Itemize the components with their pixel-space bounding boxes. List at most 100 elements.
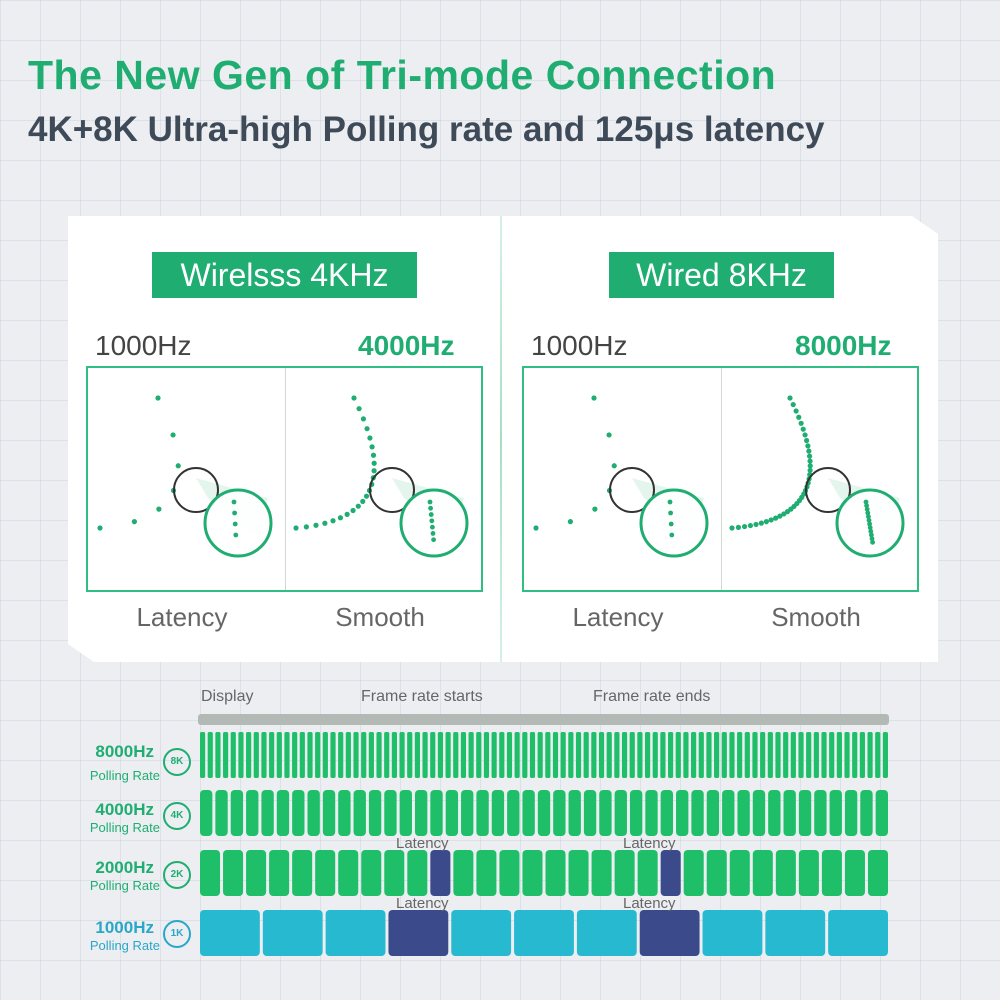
polling-bar — [483, 732, 490, 778]
polling-bar — [322, 732, 328, 778]
polling-bar — [621, 732, 628, 778]
polling-bar — [246, 850, 267, 896]
polling-bar — [852, 732, 858, 778]
polling-bar — [645, 790, 658, 836]
row-1000-name: 1000Hz — [95, 918, 154, 937]
polling-bar — [422, 732, 428, 778]
polling-bar — [737, 732, 743, 778]
row-1000-sub: Polling Rate — [89, 938, 160, 953]
polling-bar — [867, 850, 888, 896]
trajectory-dot — [806, 448, 812, 454]
8k-badge-icon: 8K — [163, 748, 191, 776]
polling-bar — [399, 732, 405, 778]
zoomed-dot — [863, 499, 869, 505]
row-2000-name: 2000Hz — [95, 858, 154, 877]
zoomed-dot — [864, 503, 869, 509]
polling-bar — [767, 732, 773, 778]
polling-bar — [875, 732, 881, 778]
4k-badge-icon: 4K — [163, 802, 191, 830]
row-2000-bars — [200, 850, 890, 896]
trajectory-dot — [351, 395, 357, 401]
zoomed-dot — [429, 518, 435, 524]
polling-bar — [514, 910, 574, 956]
polling-bar — [246, 790, 259, 836]
polling-bar — [867, 732, 873, 778]
polling-bar — [691, 732, 697, 778]
trajectory-dot — [807, 467, 813, 473]
polling-bar — [545, 732, 551, 778]
polling-bar — [698, 732, 704, 778]
polling-bar — [262, 910, 323, 956]
polling-bar — [775, 850, 796, 896]
polling-bar — [261, 732, 267, 778]
polling-bar — [200, 790, 213, 836]
polling-bar — [568, 732, 574, 778]
polling-bar — [269, 732, 275, 778]
trajectory-dot — [800, 426, 806, 432]
trajectory-dot — [371, 468, 377, 474]
polling-bar — [560, 732, 566, 778]
trajectory-dot — [371, 460, 377, 466]
trajectory-dot — [611, 463, 617, 469]
zoomed-dot — [667, 499, 673, 505]
trajectory-dot — [781, 511, 787, 517]
row-4000-sub: Polling Rate — [89, 820, 160, 835]
polling-bar — [614, 790, 627, 836]
frame-start-label: Frame rate starts — [361, 688, 483, 705]
polling-bar — [253, 732, 259, 778]
polling-bar — [261, 790, 274, 836]
polling-bar — [284, 732, 290, 778]
zoomed-dot — [870, 539, 875, 545]
wireless-high-rate: 4000Hz — [358, 330, 455, 361]
polling-bar — [414, 732, 420, 778]
polling-bar — [246, 732, 252, 778]
polling-bar — [744, 732, 750, 778]
wired-latency-caption: Latency — [572, 602, 664, 632]
polling-bar — [223, 732, 229, 778]
zoomed-dot — [430, 524, 435, 530]
wireless-low-rate: 1000Hz — [95, 330, 192, 361]
trajectory-dot — [729, 525, 735, 531]
trajectory-dot — [370, 452, 377, 458]
trajectory-dot — [156, 506, 162, 512]
polling-bar — [722, 790, 735, 836]
trajectory-dot — [97, 525, 103, 531]
polling-bar — [652, 732, 658, 778]
polling-bar — [702, 910, 763, 956]
row-2000-sub: Polling Rate — [89, 878, 160, 893]
polling-bar — [537, 732, 543, 778]
polling-bar — [576, 910, 637, 956]
wireless-trajectory-illustration — [97, 395, 469, 558]
polling-bar — [591, 850, 612, 896]
zoom-lens — [203, 488, 273, 558]
polling-bar — [507, 790, 520, 836]
polling-bar — [806, 732, 812, 778]
zoomed-dot — [669, 532, 675, 538]
polling-bar — [384, 790, 397, 836]
polling-bar — [798, 732, 804, 778]
frame-end-label: Frame rate ends — [593, 688, 711, 705]
polling-bar — [514, 732, 520, 778]
trajectory-dot — [790, 401, 796, 408]
trajectory-dot — [796, 414, 802, 420]
polling-bar — [768, 790, 781, 836]
polling-bar — [468, 732, 474, 778]
polling-bar — [292, 732, 298, 778]
polling-bar — [575, 732, 582, 778]
display-bar — [198, 714, 889, 725]
trajectory-dot — [807, 463, 813, 469]
polling-bar — [453, 850, 474, 896]
2k-badge-icon: 2K — [163, 861, 191, 889]
polling-bar — [315, 732, 321, 778]
zoomed-dot — [428, 505, 433, 511]
focus-ring — [173, 467, 219, 513]
polling-bar — [322, 790, 336, 836]
polling-bar — [353, 790, 366, 836]
trajectory-dot — [793, 408, 799, 414]
polling-bar — [676, 790, 689, 836]
polling-bar — [828, 910, 888, 956]
trajectory-dot — [768, 517, 774, 523]
trajectory-dot — [360, 416, 367, 422]
polling-bar — [522, 732, 528, 778]
polling-bar — [353, 732, 359, 778]
